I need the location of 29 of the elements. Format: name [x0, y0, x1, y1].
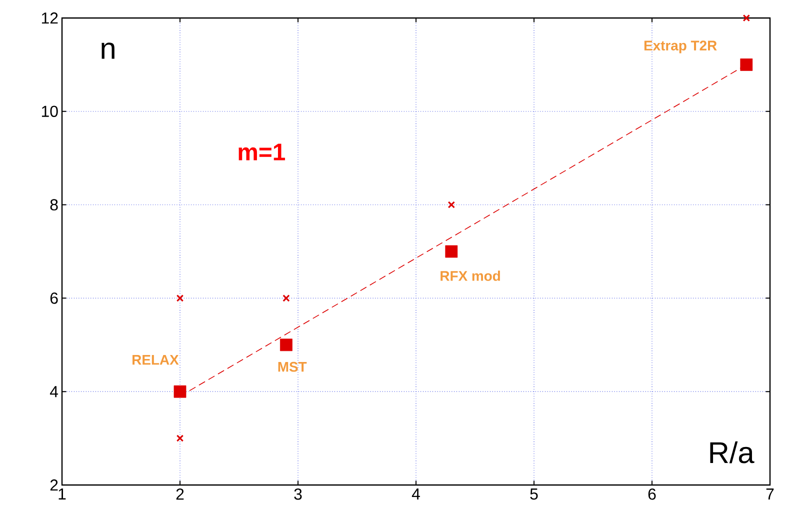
annotation: RFX mod: [440, 270, 500, 281]
x-tick-label: 7: [766, 488, 774, 500]
y-tick-label: 2: [50, 479, 58, 491]
y-tick-label: 12: [42, 12, 58, 24]
point: [448, 201, 456, 208]
annotation: Extrap T2R: [644, 40, 717, 54]
x-tick-label: 4: [412, 488, 420, 500]
point: [176, 434, 184, 442]
point: [742, 14, 750, 22]
y-tick-label: 8: [50, 199, 58, 210]
annotation: MST: [278, 362, 307, 372]
annotation: RELAX: [132, 355, 179, 365]
point: [280, 338, 292, 352]
y-tick-label: 6: [50, 292, 58, 304]
y-axis-title: n: [102, 42, 114, 59]
x-tick-label: 2: [176, 488, 184, 500]
x-tick-label: 5: [530, 488, 538, 500]
x-tick-label: 3: [294, 488, 302, 500]
x-tick-label: 6: [648, 488, 656, 500]
x-axis-title: R/a: [710, 441, 754, 464]
x-tick-label: 1: [58, 488, 66, 500]
y-tick-label: 4: [50, 386, 58, 398]
point: [282, 294, 290, 302]
point: [176, 294, 184, 302]
point: [740, 58, 753, 71]
annotation: m=1: [238, 144, 286, 160]
point: [174, 385, 186, 398]
point: [445, 245, 458, 258]
y-tick-label: 10: [42, 106, 58, 118]
